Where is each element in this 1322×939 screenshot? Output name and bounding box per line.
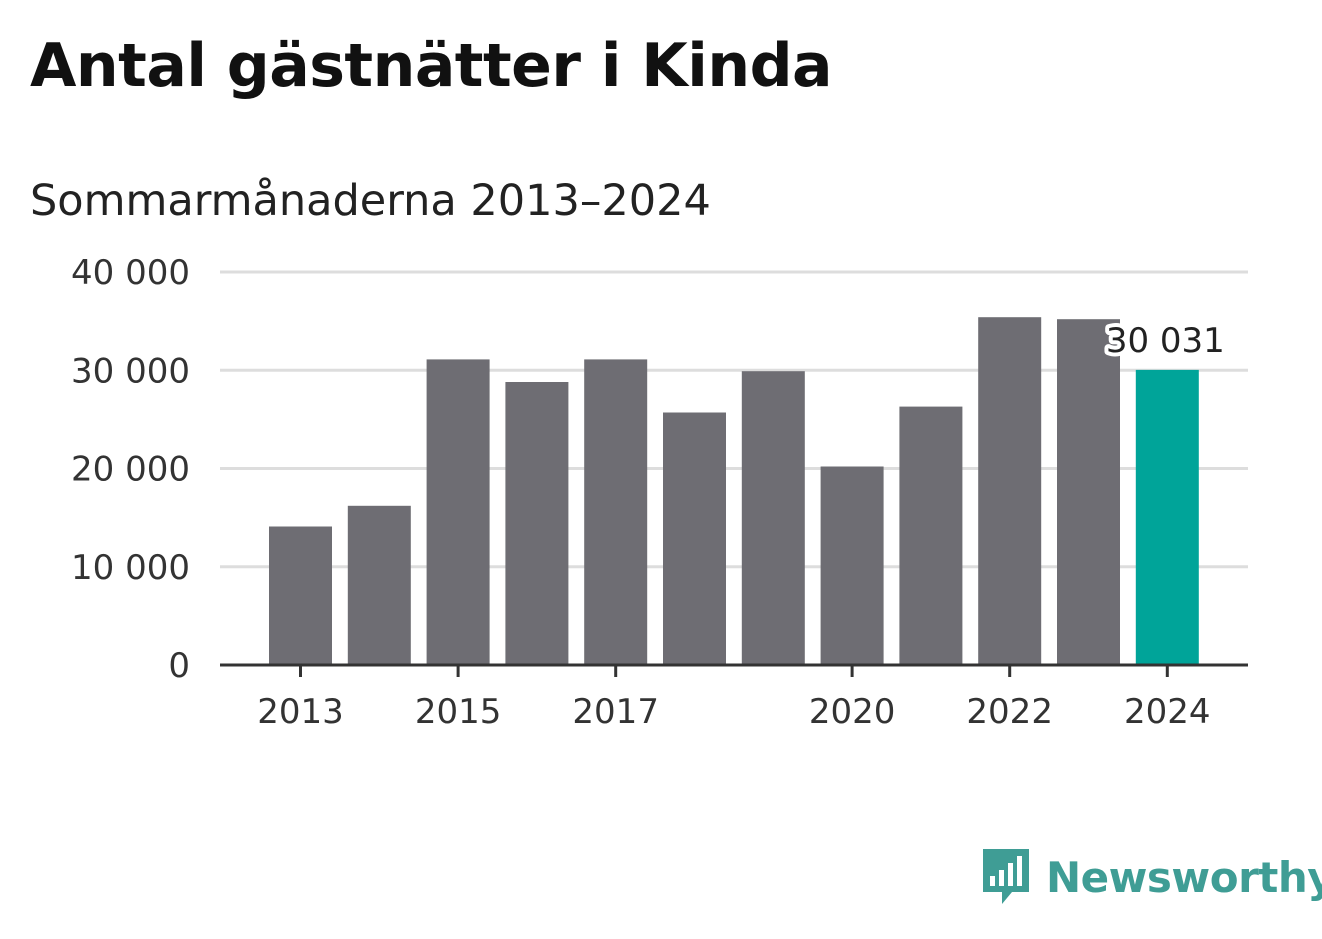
- x-tick-label: 2013: [257, 692, 344, 732]
- newsworthy-logo-icon: [983, 849, 1029, 904]
- bar-2017: [584, 359, 648, 665]
- x-tick-label: 2015: [415, 692, 502, 732]
- chart-subtitle: Sommarmånaderna 2013–2024: [30, 176, 711, 226]
- bars: [269, 317, 1199, 665]
- x-tick-label: 2017: [572, 692, 659, 732]
- bar-2013: [269, 526, 332, 665]
- x-axis-tick-labels: 2013 2015 2017 2020 2022 2024: [257, 665, 1211, 732]
- bar-2016: [505, 382, 569, 665]
- brand-name: Newsworthy: [1046, 852, 1322, 902]
- bar-2023: [1057, 319, 1120, 665]
- data-label: 30 031: [1106, 321, 1225, 361]
- data-labels: 30 031: [1102, 317, 1229, 365]
- brand-logo: Newsworthy: [980, 846, 1322, 908]
- x-tick-label: 2022: [966, 692, 1053, 732]
- bar-2020: [820, 466, 884, 665]
- y-axis-tick-labels: 0 10 000 20 000 30 000 40 000: [71, 253, 190, 686]
- x-tick-label: 2020: [809, 692, 896, 732]
- y-tick-label: 0: [168, 646, 190, 686]
- chart-title: Antal gästnätter i Kinda: [30, 31, 833, 101]
- bar-2019: [741, 371, 805, 665]
- x-tick-label: 2024: [1124, 692, 1211, 732]
- y-tick-label: 20 000: [71, 450, 190, 490]
- bar-2024: [1135, 369, 1199, 665]
- y-tick-label: 10 000: [71, 548, 190, 588]
- bar-2022: [978, 317, 1042, 665]
- bar-2018: [663, 412, 726, 665]
- bar-2015: [426, 359, 490, 665]
- bar-2021: [899, 406, 963, 665]
- y-tick-label: 30 000: [71, 351, 190, 391]
- bar-2014: [347, 505, 411, 665]
- y-tick-label: 40 000: [71, 253, 190, 293]
